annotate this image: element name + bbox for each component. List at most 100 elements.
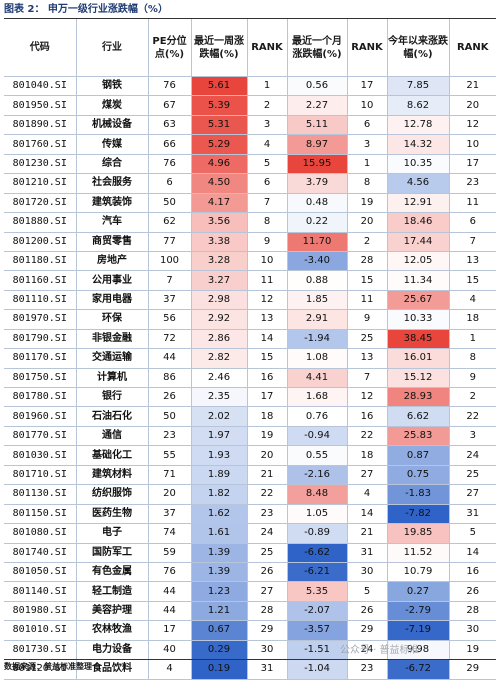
cell-month-rank: 4 xyxy=(347,484,388,505)
cell-ytd-rank: 28 xyxy=(449,601,496,622)
cell-ytd-change: 10.33 xyxy=(387,309,450,330)
cell-ytd-change: 11.52 xyxy=(387,543,450,563)
cell-ytd-change: 0.87 xyxy=(387,445,450,466)
cell-ytd-rank: 18 xyxy=(449,309,496,330)
cell-week-rank: 14 xyxy=(247,329,288,350)
cell-month-rank: 6 xyxy=(347,115,388,136)
cell-code: 801880.SI xyxy=(4,212,77,233)
table-row: 801050.SI 有色金属 76 1.39 26 -6.21 30 10.79 16 xyxy=(4,562,496,583)
cell-month-rank: 11 xyxy=(347,290,388,311)
cell-week-change: 3.38 xyxy=(191,232,248,252)
cell-pe-percentile: 67 xyxy=(148,95,192,116)
cell-week-change: 5.61 xyxy=(191,76,248,97)
cell-week-change: 2.86 xyxy=(191,329,248,350)
table-row: 801030.SI 基础化工 55 1.93 20 0.55 18 0.87 24 xyxy=(4,445,496,466)
cell-industry: 有色金属 xyxy=(76,562,149,583)
cell-pe-percentile: 37 xyxy=(148,504,192,525)
cell-industry: 计算机 xyxy=(76,368,149,389)
cell-week-rank: 26 xyxy=(247,562,288,583)
cell-month-rank: 20 xyxy=(347,212,388,233)
cell-month-rank: 23 xyxy=(347,659,388,680)
cell-code: 801210.SI xyxy=(4,173,77,194)
cell-ytd-rank: 2 xyxy=(449,387,496,408)
cell-ytd-rank: 8 xyxy=(449,348,496,369)
table-row: 801720.SI 建筑装饰 50 4.17 7 0.48 19 12.91 11 xyxy=(4,193,496,214)
cell-month-rank: 21 xyxy=(347,523,388,544)
cell-ytd-change: 12.05 xyxy=(387,251,450,272)
cell-month-rank: 30 xyxy=(347,562,388,583)
cell-week-change: 1.23 xyxy=(191,581,248,602)
cell-code: 801160.SI xyxy=(4,270,77,291)
cell-code: 801030.SI xyxy=(4,445,77,466)
cell-month-change: -1.04 xyxy=(287,659,348,680)
cell-industry: 公用事业 xyxy=(76,270,149,291)
cell-ytd-change: 25.83 xyxy=(387,426,450,447)
cell-ytd-change: 4.56 xyxy=(387,173,450,194)
cell-ytd-rank: 22 xyxy=(449,406,496,427)
cell-month-rank: 8 xyxy=(347,173,388,194)
cell-week-change: 2.82 xyxy=(191,348,248,369)
cell-ytd-rank: 5 xyxy=(449,523,496,544)
cell-month-rank: 25 xyxy=(347,329,388,350)
cell-week-rank: 10 xyxy=(247,251,288,272)
cell-week-rank: 9 xyxy=(247,232,288,252)
cell-week-rank: 11 xyxy=(247,270,288,291)
cell-week-rank: 7 xyxy=(247,193,288,214)
cell-industry: 农林牧渔 xyxy=(76,620,149,641)
cell-ytd-rank: 27 xyxy=(449,484,496,505)
top-rule xyxy=(4,18,496,19)
table-row: 801740.SI 国防军工 59 1.39 25 -6.62 31 11.52 14 xyxy=(4,543,496,563)
cell-month-rank: 3 xyxy=(347,134,388,155)
cell-month-rank: 18 xyxy=(347,445,388,466)
cell-industry: 钢铁 xyxy=(76,76,149,97)
cell-month-rank: 12 xyxy=(347,387,388,408)
cell-month-rank: 31 xyxy=(347,543,388,563)
cell-industry: 电子 xyxy=(76,523,149,544)
cell-week-change: 3.56 xyxy=(191,212,248,233)
cell-ytd-change: 17.44 xyxy=(387,232,450,252)
cell-week-change: 2.02 xyxy=(191,406,248,427)
cell-week-rank: 17 xyxy=(247,387,288,408)
cell-month-change: -0.89 xyxy=(287,523,348,544)
cell-week-rank: 19 xyxy=(247,426,288,447)
cell-week-rank: 20 xyxy=(247,445,288,466)
cell-week-rank: 15 xyxy=(247,348,288,369)
cell-pe-percentile: 77 xyxy=(148,232,192,252)
cell-ytd-rank: 3 xyxy=(449,426,496,447)
cell-ytd-change: -7.82 xyxy=(387,504,450,525)
cell-month-change: 5.35 xyxy=(287,581,348,602)
cell-industry: 美容护理 xyxy=(76,601,149,622)
cell-month-rank: 1 xyxy=(347,154,388,175)
cell-code: 801080.SI xyxy=(4,523,77,544)
table-row: 801010.SI 农林牧渔 17 0.67 29 -3.57 29 -7.19 30 xyxy=(4,620,496,641)
cell-month-change: -6.62 xyxy=(287,543,348,563)
cell-pe-percentile: 44 xyxy=(148,348,192,369)
cell-month-change: -1.94 xyxy=(287,329,348,350)
cell-ytd-change: 0.27 xyxy=(387,581,450,602)
cell-month-change: 2.91 xyxy=(287,309,348,330)
table-row: 801750.SI 计算机 86 2.46 16 4.41 7 15.12 9 xyxy=(4,368,496,389)
cell-code: 801720.SI xyxy=(4,193,77,214)
cell-week-change: 5.29 xyxy=(191,134,248,155)
cell-pe-percentile: 56 xyxy=(148,309,192,330)
table-row: 801150.SI 医药生物 37 1.62 23 1.05 14 -7.82 31 xyxy=(4,504,496,525)
cell-ytd-rank: 14 xyxy=(449,543,496,563)
header-industry: 行业 xyxy=(76,19,149,77)
cell-pe-percentile: 23 xyxy=(148,426,192,447)
cell-code: 801890.SI xyxy=(4,115,77,136)
cell-industry: 社会服务 xyxy=(76,173,149,194)
header-ytd-change: 今年以来涨跌幅(%) xyxy=(387,19,450,77)
header-row: 代码 行业 PE分位点(%) 最近一周涨跌幅(%) RANK 最近一个月涨跌幅(… xyxy=(4,19,496,77)
cell-ytd-rank: 4 xyxy=(449,290,496,311)
cell-week-rank: 23 xyxy=(247,504,288,525)
cell-code: 801170.SI xyxy=(4,348,77,369)
cell-industry: 通信 xyxy=(76,426,149,447)
cell-pe-percentile: 6 xyxy=(148,173,192,194)
cell-industry: 纺织服饰 xyxy=(76,484,149,505)
cell-ytd-change: -7.19 xyxy=(387,620,450,641)
cell-month-change: 8.48 xyxy=(287,484,348,505)
cell-pe-percentile: 37 xyxy=(148,290,192,311)
cell-code: 801780.SI xyxy=(4,387,77,408)
cell-month-change: 0.56 xyxy=(287,76,348,97)
industry-returns-table: 代码 行业 PE分位点(%) 最近一周涨跌幅(%) RANK 最近一个月涨跌幅(… xyxy=(4,19,496,680)
